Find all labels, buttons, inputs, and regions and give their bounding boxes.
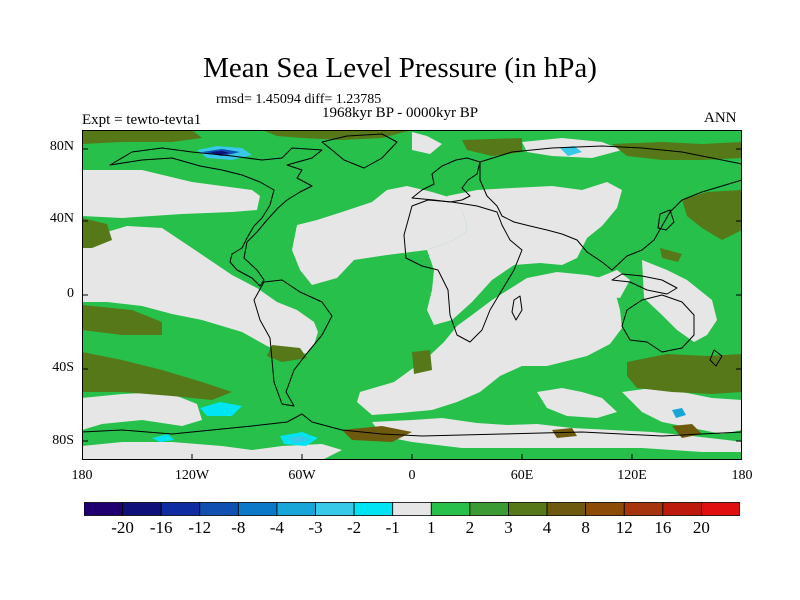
coast-indonesia bbox=[611, 273, 678, 295]
coast-antarctica bbox=[82, 413, 742, 437]
colorbar-label: 3 bbox=[504, 518, 513, 537]
coast-asia bbox=[479, 145, 742, 271]
colorbar-label: -8 bbox=[231, 518, 246, 537]
colorbar-swatch bbox=[430, 502, 471, 516]
colorbar-swatch bbox=[276, 502, 316, 516]
colorbar bbox=[84, 502, 740, 516]
colorbar-label: -16 bbox=[149, 518, 173, 537]
coast-europe bbox=[411, 157, 481, 203]
experiment-label: Expt = tewto-tevta1 bbox=[82, 112, 202, 128]
lon-tick-120w: 120W bbox=[174, 468, 210, 483]
colorbar-swatch bbox=[160, 502, 201, 516]
colorbar-label: -20 bbox=[111, 518, 134, 537]
colorbar-swatch bbox=[546, 502, 587, 516]
map-title: Mean Sea Level Pressure (in hPa) bbox=[203, 52, 597, 84]
season-label: ANN bbox=[704, 110, 737, 126]
colorbar-label: 4 bbox=[542, 518, 552, 537]
colorbar-swatch bbox=[237, 502, 278, 516]
coast-greenland bbox=[321, 133, 398, 169]
colorbar-swatch bbox=[508, 502, 548, 516]
colorbar-label: -4 bbox=[269, 518, 285, 537]
colorbar-swatch bbox=[701, 502, 740, 516]
lat-tick-0: 0 bbox=[67, 286, 74, 301]
coast-japan bbox=[657, 209, 675, 231]
coastlines bbox=[82, 133, 742, 437]
neutral-regions bbox=[82, 132, 742, 460]
colorbar-swatch bbox=[84, 502, 123, 516]
colorbar-swatch bbox=[585, 502, 625, 516]
olive-regions bbox=[82, 130, 742, 400]
lat-tick-40s: 40S bbox=[52, 360, 74, 375]
lon-tick-120e: 120E bbox=[617, 468, 647, 483]
colorbar-label: 20 bbox=[692, 518, 710, 537]
colorbar-label: -1 bbox=[385, 518, 400, 537]
colorbar-swatch bbox=[623, 502, 664, 516]
lon-tick-0: 0 bbox=[408, 468, 416, 483]
negative-patches bbox=[152, 146, 686, 446]
colorbar-label: 1 bbox=[427, 518, 436, 537]
colorbar-swatch bbox=[392, 502, 432, 516]
coast-madagascar bbox=[511, 295, 523, 321]
coast-north-america bbox=[109, 147, 323, 287]
map-subtitle: 1968kyr BP - 0000kyr BP bbox=[321, 105, 479, 121]
colorbar-swatch bbox=[122, 502, 162, 516]
lon-tick-180w: 180 bbox=[71, 468, 93, 483]
lat-tick-40n: 40N bbox=[49, 211, 74, 226]
colorbar-swatch bbox=[469, 502, 509, 516]
colorbar-label: 12 bbox=[615, 518, 633, 537]
colorbar-swatch bbox=[315, 502, 355, 516]
lon-tick-60e: 60E bbox=[510, 468, 534, 483]
coast-australia bbox=[621, 294, 695, 353]
lat-tick-80s: 80S bbox=[52, 433, 74, 448]
pressure-difference-map bbox=[82, 130, 742, 460]
colorbar-swatch bbox=[199, 502, 239, 516]
coast-south-america bbox=[253, 279, 333, 407]
coast-new-zealand bbox=[709, 349, 723, 367]
colorbar-label: 16 bbox=[654, 518, 672, 537]
map-ticks bbox=[82, 148, 742, 460]
colorbar-swatch bbox=[662, 502, 702, 516]
colorbar-label: -12 bbox=[188, 518, 212, 537]
coast-africa bbox=[403, 199, 523, 343]
colorbar-label: 8 bbox=[581, 518, 590, 537]
colorbar-label: -3 bbox=[308, 518, 323, 537]
stats-text: rmsd= 1.45094 diff= 1.23785 bbox=[216, 92, 382, 107]
lon-tick-180e: 180 bbox=[731, 468, 753, 483]
colorbar-swatch bbox=[353, 502, 394, 516]
colorbar-label: -2 bbox=[347, 518, 362, 537]
colorbar-label: 2 bbox=[465, 518, 475, 537]
lon-tick-60w: 60W bbox=[288, 468, 316, 483]
lat-tick-80n: 80N bbox=[49, 139, 74, 154]
